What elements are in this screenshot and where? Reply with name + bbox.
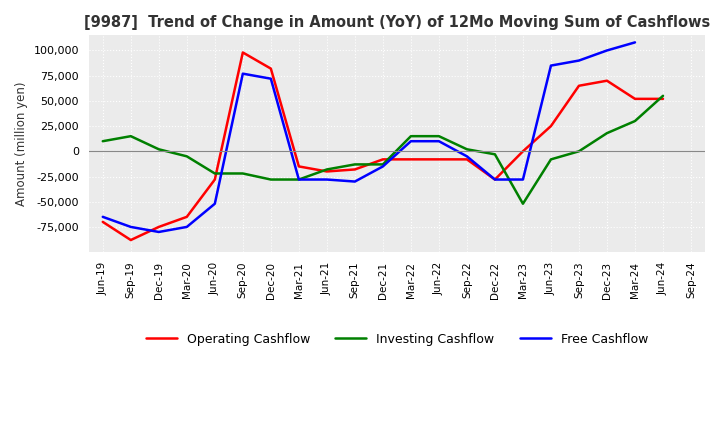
Free Cashflow <box>210 201 219 206</box>
Y-axis label: Amount (million yen): Amount (million yen) <box>15 81 28 206</box>
Free Cashflow <box>127 224 135 230</box>
Operating Cashflow <box>379 157 387 162</box>
Free Cashflow <box>155 229 163 235</box>
Operating Cashflow <box>182 214 191 220</box>
Operating Cashflow <box>659 96 667 102</box>
Operating Cashflow <box>546 124 555 129</box>
Operating Cashflow <box>518 149 527 154</box>
Free Cashflow <box>546 63 555 68</box>
Investing Cashflow <box>603 131 611 136</box>
Operating Cashflow <box>462 157 471 162</box>
Free Cashflow <box>631 40 639 45</box>
Investing Cashflow <box>435 133 444 139</box>
Line: Free Cashflow: Free Cashflow <box>103 42 635 232</box>
Operating Cashflow <box>266 66 275 71</box>
Operating Cashflow <box>323 169 331 174</box>
Investing Cashflow <box>351 162 359 167</box>
Investing Cashflow <box>323 167 331 172</box>
Investing Cashflow <box>462 147 471 152</box>
Line: Operating Cashflow: Operating Cashflow <box>103 52 663 240</box>
Operating Cashflow <box>603 78 611 83</box>
Free Cashflow <box>379 164 387 169</box>
Operating Cashflow <box>631 96 639 102</box>
Free Cashflow <box>323 177 331 182</box>
Investing Cashflow <box>407 133 415 139</box>
Operating Cashflow <box>351 167 359 172</box>
Free Cashflow <box>351 179 359 184</box>
Free Cashflow <box>182 224 191 230</box>
Investing Cashflow <box>99 139 107 144</box>
Investing Cashflow <box>518 201 527 206</box>
Operating Cashflow <box>294 164 303 169</box>
Free Cashflow <box>518 177 527 182</box>
Investing Cashflow <box>155 147 163 152</box>
Investing Cashflow <box>659 93 667 99</box>
Investing Cashflow <box>379 162 387 167</box>
Operating Cashflow <box>127 238 135 243</box>
Operating Cashflow <box>155 224 163 230</box>
Investing Cashflow <box>490 152 499 157</box>
Investing Cashflow <box>127 133 135 139</box>
Operating Cashflow <box>575 83 583 88</box>
Free Cashflow <box>575 58 583 63</box>
Investing Cashflow <box>182 154 191 159</box>
Title: [9987]  Trend of Change in Amount (YoY) of 12Mo Moving Sum of Cashflows: [9987] Trend of Change in Amount (YoY) o… <box>84 15 710 30</box>
Investing Cashflow <box>575 149 583 154</box>
Investing Cashflow <box>631 118 639 124</box>
Free Cashflow <box>266 76 275 81</box>
Free Cashflow <box>407 139 415 144</box>
Free Cashflow <box>294 177 303 182</box>
Free Cashflow <box>462 154 471 159</box>
Investing Cashflow <box>210 171 219 176</box>
Operating Cashflow <box>210 177 219 182</box>
Operating Cashflow <box>435 157 444 162</box>
Free Cashflow <box>490 177 499 182</box>
Legend: Operating Cashflow, Investing Cashflow, Free Cashflow: Operating Cashflow, Investing Cashflow, … <box>140 328 653 351</box>
Line: Investing Cashflow: Investing Cashflow <box>103 96 663 204</box>
Operating Cashflow <box>407 157 415 162</box>
Investing Cashflow <box>266 177 275 182</box>
Free Cashflow <box>99 214 107 220</box>
Operating Cashflow <box>490 177 499 182</box>
Operating Cashflow <box>99 219 107 224</box>
Free Cashflow <box>435 139 444 144</box>
Investing Cashflow <box>238 171 247 176</box>
Free Cashflow <box>603 48 611 53</box>
Operating Cashflow <box>238 50 247 55</box>
Investing Cashflow <box>546 157 555 162</box>
Investing Cashflow <box>294 177 303 182</box>
Free Cashflow <box>238 71 247 76</box>
